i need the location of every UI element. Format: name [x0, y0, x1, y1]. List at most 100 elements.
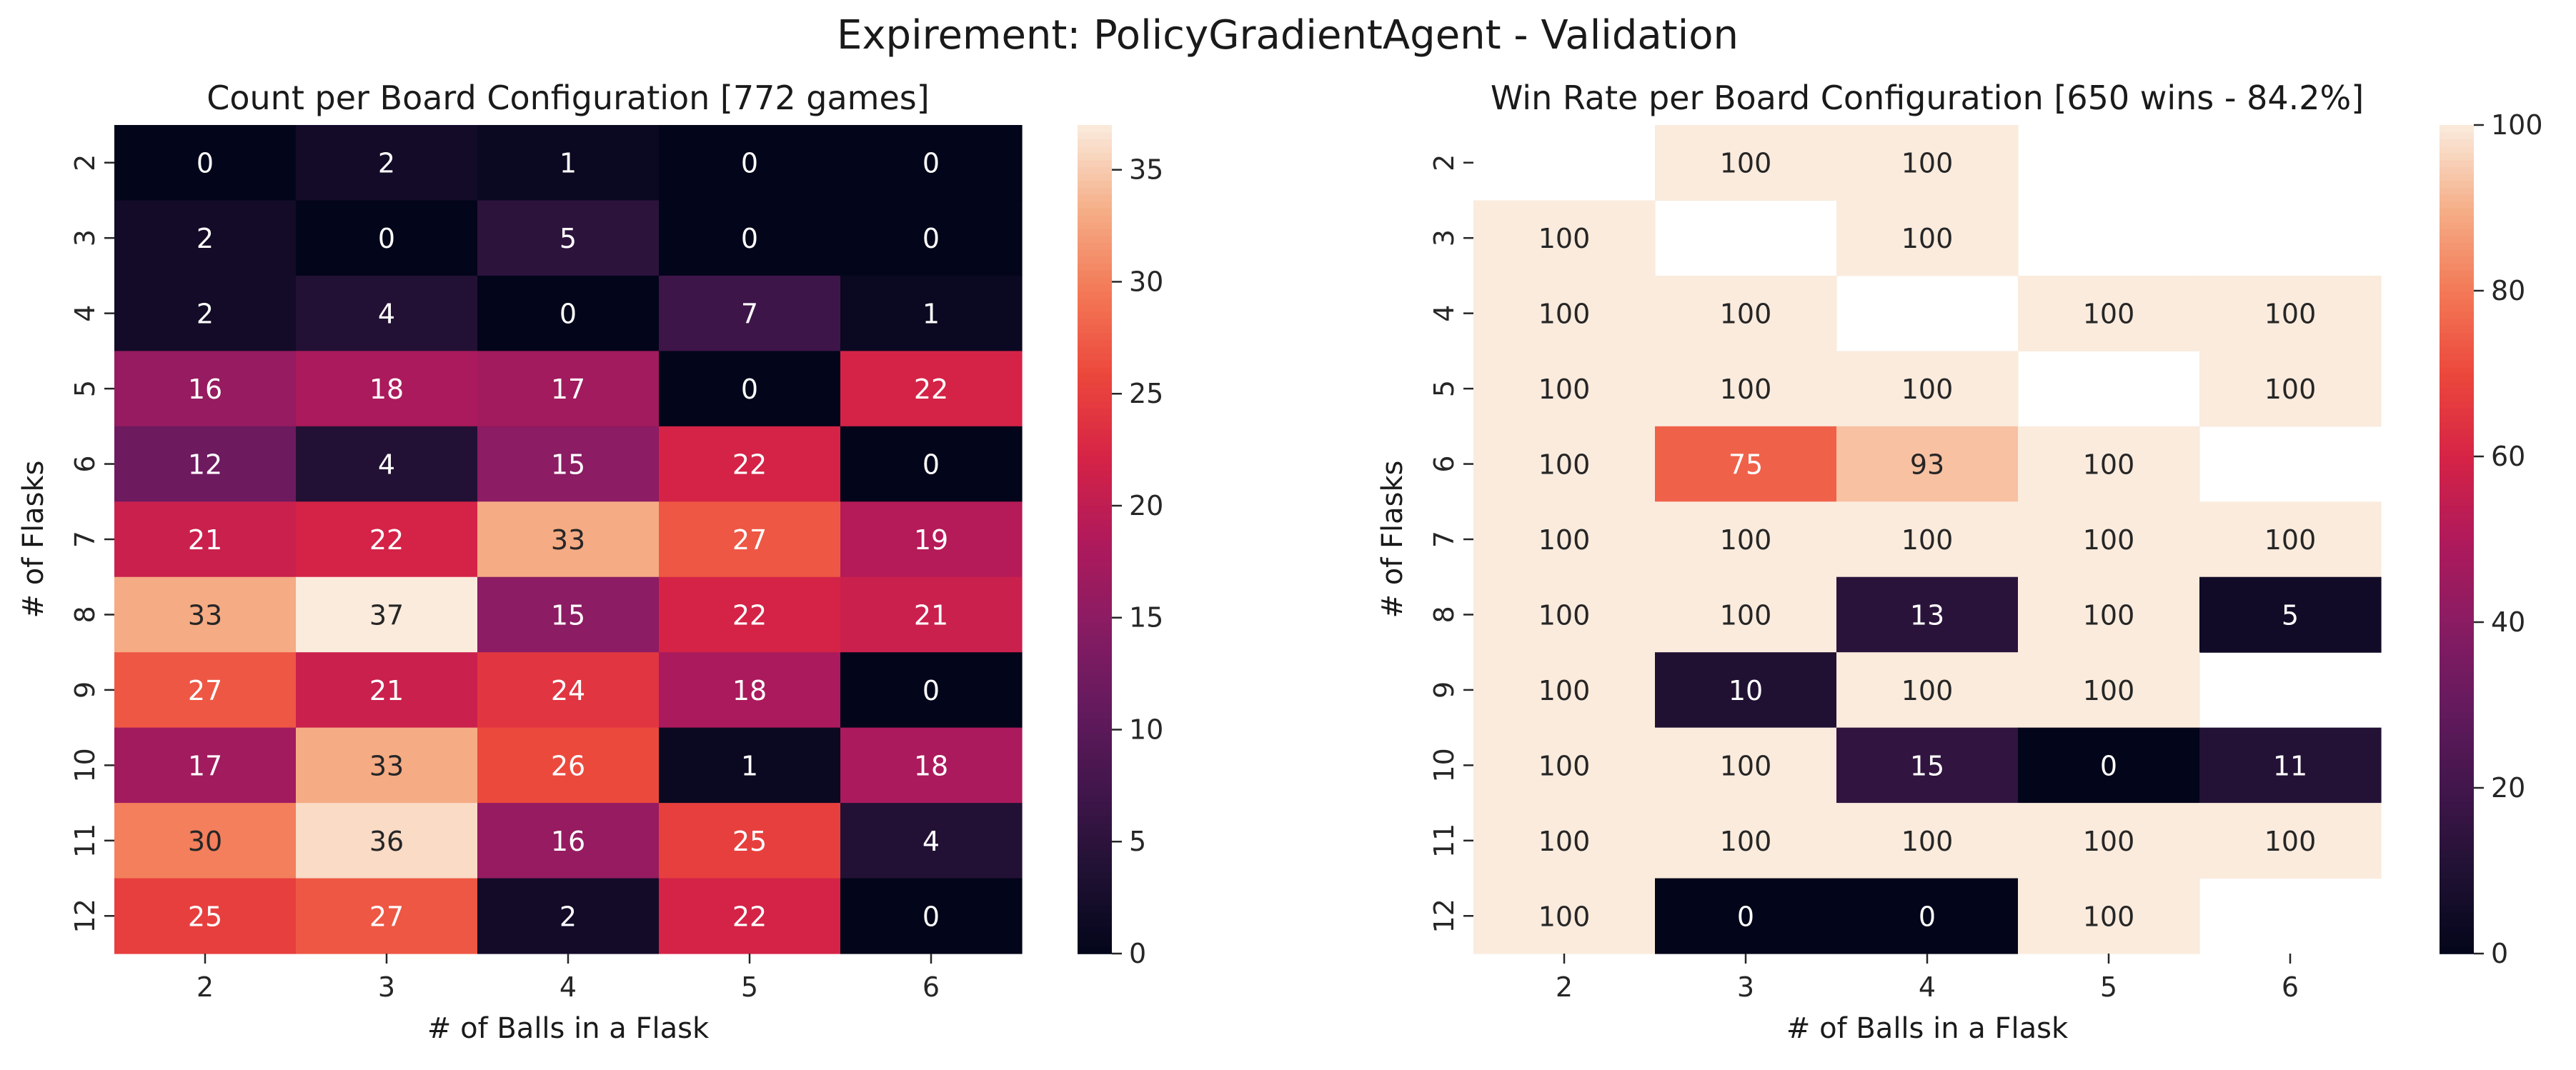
cell-value-label: 1: [923, 299, 940, 330]
cell-value-label: 26: [551, 750, 585, 781]
cell-value-label: 33: [551, 524, 585, 556]
cell-value-label: 12: [188, 449, 222, 481]
colorbar-segment: [1078, 152, 1112, 161]
cell-value-label: 25: [732, 826, 767, 857]
heatmap-cell: [2018, 275, 2200, 351]
cell-value-label: 100: [1538, 750, 1591, 781]
colorbar: 0 5 10 15 20 25 30 35: [1078, 125, 1163, 969]
colorbar-segment: [1078, 146, 1112, 154]
cell-value-label: 0: [560, 299, 577, 330]
colorbar-segment: [2440, 836, 2474, 844]
heatmap-cell: [1473, 426, 1656, 502]
colorbar-segment: [2440, 939, 2474, 948]
colorbar-segment: [2440, 477, 2474, 485]
heatmap-cell: [1655, 803, 1837, 879]
heatmap-cell: [114, 652, 297, 729]
colorbar-segment: [1078, 380, 1112, 389]
colorbar-segment: [1078, 229, 1112, 236]
cell-value-label: 16: [188, 374, 222, 405]
cell-value-label: 21: [914, 599, 948, 631]
cell-value-label: 25: [188, 901, 222, 932]
cell-value-label: 22: [732, 449, 767, 481]
colorbar-segment: [2440, 856, 2474, 865]
colorbar-segment: [1078, 270, 1112, 278]
colorbar-segment: [1078, 339, 1112, 347]
heatmap-cell: [477, 727, 660, 804]
colorbar-segment: [2440, 594, 2474, 602]
colorbar-segment: [2440, 221, 2474, 229]
colorbar-segment: [2440, 304, 2474, 312]
cell-value-label: 100: [1720, 599, 1772, 631]
colorbar-segment: [1078, 284, 1112, 291]
colorbar-segment: [1078, 933, 1112, 941]
heatmap-cell: [296, 576, 478, 653]
colorbar-segment: [2440, 732, 2474, 741]
colorbar-segment: [1078, 822, 1112, 830]
cell-value-label: 15: [551, 449, 585, 481]
cell-value-label: 2: [560, 901, 577, 932]
cell-value-label: 100: [1538, 449, 1591, 481]
colorbar-segment: [2440, 711, 2474, 720]
colorbar-segment: [2440, 408, 2474, 416]
colorbar-segment: [1078, 366, 1112, 374]
heatmap-cell: [1655, 576, 1837, 653]
colorbar-tick-label: 20: [1129, 490, 1163, 521]
colorbar-segment: [2440, 684, 2474, 692]
heatmap-cell: [114, 426, 297, 502]
colorbar-segment: [2440, 380, 2474, 389]
y-tick-label: 8: [1428, 606, 1460, 623]
y-tick-label: 9: [69, 681, 101, 699]
y-tick-label: 3: [1428, 229, 1460, 246]
heatmap-cell: [114, 125, 297, 201]
y-axis-label: # of Flasks: [1376, 461, 1409, 619]
cell-value-label: 4: [378, 449, 395, 481]
heatmap-cell: [477, 501, 660, 578]
cell-value-label: 100: [2083, 299, 2135, 330]
y-tick-label: 5: [1428, 380, 1460, 397]
colorbar-segment: [1078, 884, 1112, 892]
colorbar-segment: [2440, 622, 2474, 630]
heatmap-cell: [1655, 727, 1837, 804]
colorbar-segment: [1078, 809, 1112, 816]
x-tick-label: 6: [2282, 971, 2299, 1003]
heatmap-cell: [296, 803, 478, 879]
heatmap-cell: [1473, 351, 1656, 427]
colorbar-segment: [1078, 291, 1112, 299]
cell-value-label: 100: [1901, 148, 1954, 179]
heatmap-cell: [477, 200, 660, 276]
colorbar-segment: [2440, 871, 2474, 879]
heatmap-cell: [840, 501, 1023, 578]
colorbar-segment: [1078, 622, 1112, 630]
heatmap-cell: [1836, 576, 2019, 653]
colorbar-segment: [1078, 374, 1112, 381]
colorbar-segment: [1078, 401, 1112, 409]
y-tick-label: 6: [1428, 455, 1460, 472]
cell-value-label: 7: [741, 299, 758, 330]
colorbar-segment: [1078, 436, 1112, 444]
cell-value-label: 15: [1910, 750, 1944, 781]
colorbar-segment: [1078, 677, 1112, 685]
heatmap-cell: [1655, 125, 1837, 201]
colorbar-segment: [2440, 339, 2474, 347]
y-axis-label: # of Flasks: [17, 461, 50, 619]
colorbar-segment: [1078, 636, 1112, 644]
colorbar-segment: [2440, 843, 2474, 851]
cell-value-label: 17: [551, 374, 585, 405]
heatmap-cell: [114, 727, 297, 804]
y-tick-label: 2: [1428, 154, 1460, 171]
colorbar-segment: [1078, 926, 1112, 934]
cell-value-label: 1: [741, 750, 758, 781]
colorbar-segment: [1078, 297, 1112, 306]
x-tick-label: 5: [2100, 971, 2117, 1003]
cell-value-label: 0: [197, 148, 214, 179]
y-tick-label: 3: [69, 229, 101, 246]
colorbar-segment: [1078, 525, 1112, 534]
heatmap-cell: [659, 878, 841, 954]
figure-suptitle: Expirement: PolicyGradientAgent - Valida…: [837, 12, 1739, 59]
cell-value-label: 30: [188, 826, 222, 857]
colorbar-segment: [2440, 318, 2474, 326]
colorbar-tick-label: 100: [2491, 109, 2543, 141]
colorbar-segment: [2440, 194, 2474, 202]
colorbar-segment: [1078, 608, 1112, 616]
cell-value-label: 75: [1729, 449, 1763, 481]
